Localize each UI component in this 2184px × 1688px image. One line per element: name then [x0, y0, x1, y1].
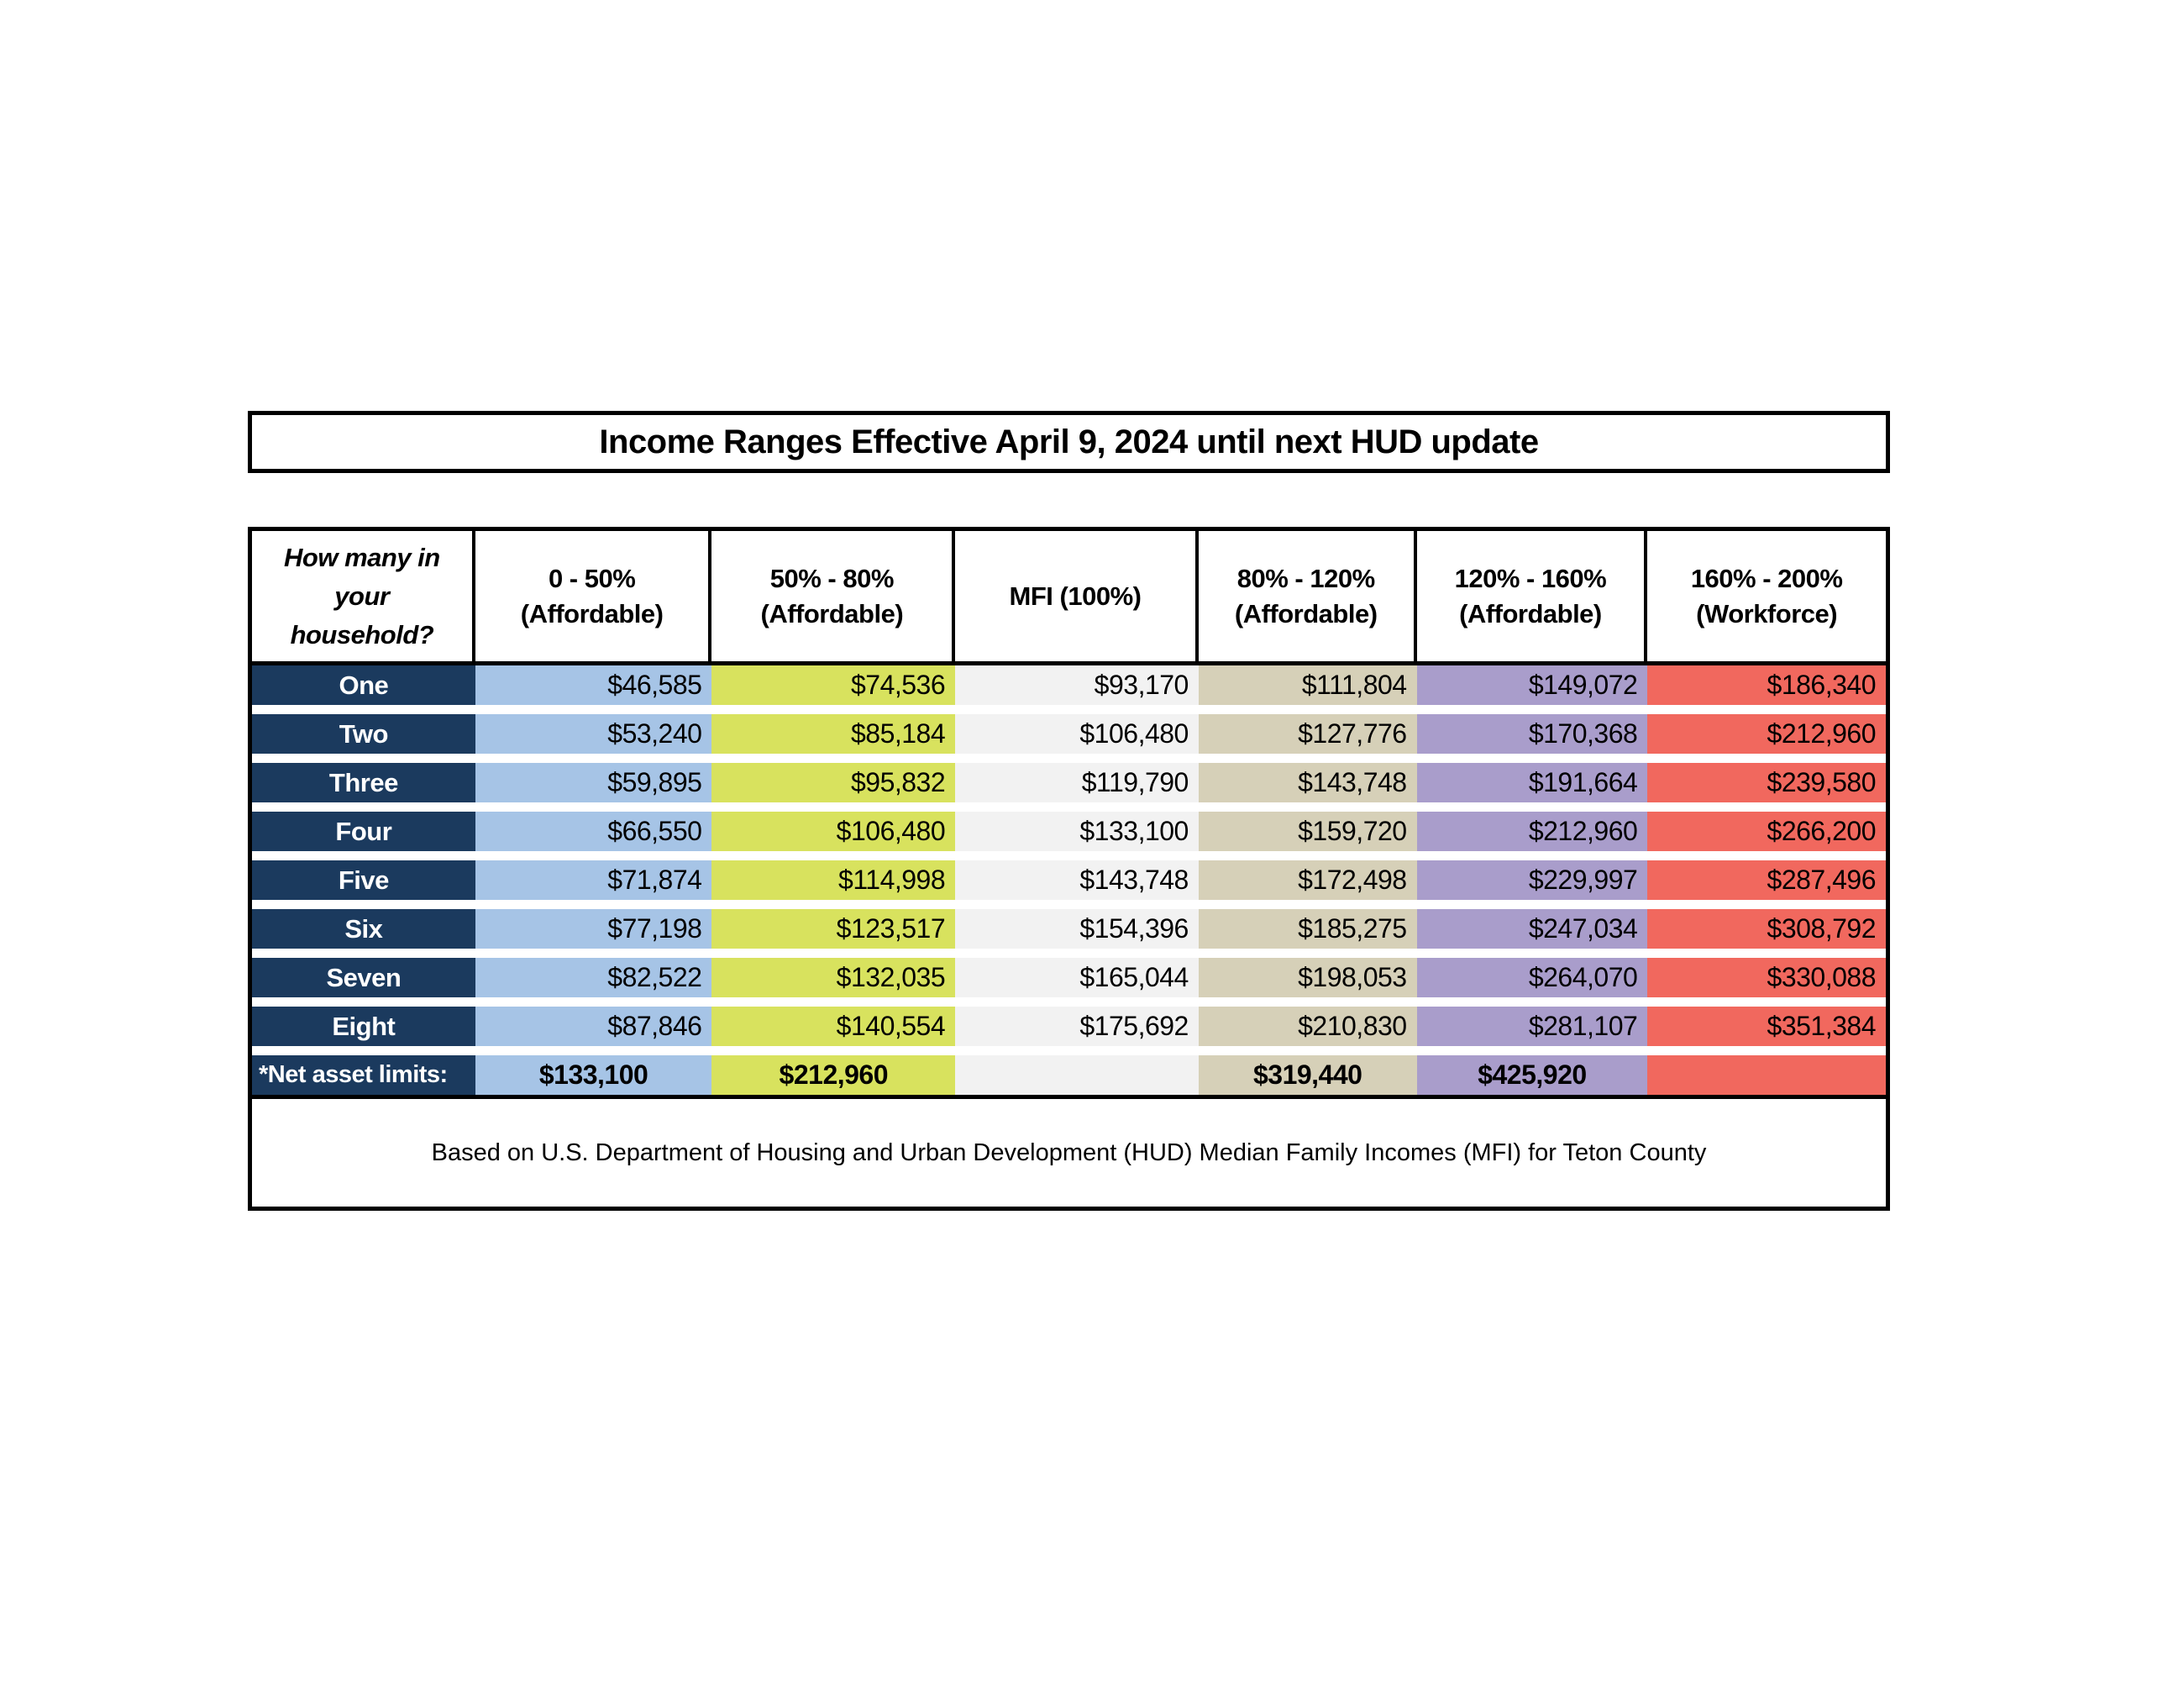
income-value: $123,517 [711, 909, 956, 949]
income-ranges-table: How many in your household? 0 - 50% (Aff… [248, 527, 1890, 1211]
column-header-line2: (Affordable) [1459, 598, 1602, 628]
footnote-text: Based on U.S. Department of Housing and … [431, 1138, 1707, 1166]
income-value: $71,874 [475, 860, 712, 900]
income-value: $46,585 [475, 665, 712, 705]
column-header-line1: MFI (100%) [1009, 581, 1142, 611]
income-value: $159,720 [1198, 812, 1417, 851]
income-value: $212,960 [1416, 812, 1648, 851]
income-value: $212,960 [1647, 714, 1886, 754]
income-value: $143,748 [955, 860, 1199, 900]
income-value: $111,804 [1198, 665, 1417, 705]
income-value: $132,035 [711, 958, 956, 997]
income-value: $330,088 [1647, 958, 1886, 997]
net-asset-limits-row: *Net asset limits: $133,100 $212,960 $31… [252, 1055, 1886, 1095]
household-label: Four [252, 812, 475, 851]
column-header-line2: (Affordable) [520, 598, 664, 628]
column-header-line1: 160% - 200% [1690, 563, 1843, 593]
income-value: $74,536 [711, 665, 956, 705]
page-title: Income Ranges Effective April 9, 2024 un… [599, 423, 1539, 460]
income-value: $210,830 [1198, 1007, 1417, 1046]
income-value: $351,384 [1647, 1007, 1886, 1046]
income-value: $77,198 [475, 909, 712, 949]
income-value: $85,184 [711, 714, 956, 754]
table-row-two: Two $53,240 $85,184 $106,480 $127,776 $1… [252, 714, 1886, 754]
net-asset-label: *Net asset limits: [252, 1055, 475, 1095]
column-header-line2: (Affordable) [1234, 598, 1378, 628]
income-value: $281,107 [1416, 1007, 1648, 1046]
household-label: Two [252, 714, 475, 754]
income-value: $95,832 [711, 763, 956, 802]
income-value: $172,498 [1198, 860, 1417, 900]
column-header-line1: 50% - 80% [769, 563, 895, 593]
household-label: One [252, 665, 475, 705]
income-value: $198,053 [1198, 958, 1417, 997]
table-row-six: Six $77,198 $123,517 $154,396 $185,275 $… [252, 909, 1886, 949]
table-row-eight: Eight $87,846 $140,554 $175,692 $210,830… [252, 1007, 1886, 1046]
income-value: $308,792 [1647, 909, 1886, 949]
column-header-line2: (Affordable) [760, 598, 904, 628]
income-value: $165,044 [955, 958, 1199, 997]
income-value: $175,692 [955, 1007, 1199, 1046]
income-value: $119,790 [955, 763, 1199, 802]
income-value: $287,496 [1647, 860, 1886, 900]
income-value: $53,240 [475, 714, 712, 754]
income-value: $229,997 [1416, 860, 1648, 900]
column-header-80-120: 80% - 120% (Affordable) [1198, 531, 1417, 661]
income-value: $266,200 [1647, 812, 1886, 851]
income-value: $191,664 [1416, 763, 1648, 802]
income-value: $127,776 [1198, 714, 1417, 754]
income-value: $247,034 [1416, 909, 1648, 949]
column-header-line1: 0 - 50% [548, 563, 636, 593]
net-asset-value: $212,960 [711, 1055, 956, 1095]
income-value: $264,070 [1416, 958, 1648, 997]
table-header-row: How many in your household? 0 - 50% (Aff… [252, 531, 1886, 665]
household-label: Three [252, 763, 475, 802]
household-label: Five [252, 860, 475, 900]
income-value: $59,895 [475, 763, 712, 802]
income-value: $185,275 [1198, 909, 1417, 949]
household-label: Six [252, 909, 475, 949]
table-row-five: Five $71,874 $114,998 $143,748 $172,498 … [252, 860, 1886, 900]
table-row-four: Four $66,550 $106,480 $133,100 $159,720 … [252, 812, 1886, 851]
income-value: $186,340 [1647, 665, 1886, 705]
column-header-mfi: MFI (100%) [955, 531, 1199, 661]
income-value: $143,748 [1198, 763, 1417, 802]
table-row-seven: Seven $82,522 $132,035 $165,044 $198,053… [252, 958, 1886, 997]
column-header-line2: (Workforce) [1696, 598, 1838, 628]
column-header-160-200: 160% - 200% (Workforce) [1647, 531, 1886, 661]
column-header-line1: 80% - 120% [1236, 563, 1375, 593]
household-label: Seven [252, 958, 475, 997]
net-asset-value: $133,100 [475, 1055, 712, 1095]
column-header-household: How many in your household? [252, 531, 475, 661]
income-value: $154,396 [955, 909, 1199, 949]
income-value: $114,998 [711, 860, 956, 900]
income-value: $106,480 [955, 714, 1199, 754]
column-header-120-160: 120% - 160% (Affordable) [1416, 531, 1648, 661]
footnote-area: Based on U.S. Department of Housing and … [252, 1095, 1886, 1207]
household-label: Eight [252, 1007, 475, 1046]
net-asset-value [955, 1055, 1199, 1095]
net-asset-value [1647, 1055, 1886, 1095]
column-header-50-80: 50% - 80% (Affordable) [711, 531, 956, 661]
income-value: $106,480 [711, 812, 956, 851]
income-value: $149,072 [1416, 665, 1648, 705]
table-row-three: Three $59,895 $95,832 $119,790 $143,748 … [252, 763, 1886, 802]
income-value: $239,580 [1647, 763, 1886, 802]
income-value: $66,550 [475, 812, 712, 851]
income-value: $140,554 [711, 1007, 956, 1046]
table-row-one: One $46,585 $74,536 $93,170 $111,804 $14… [252, 665, 1886, 705]
net-asset-value: $425,920 [1416, 1055, 1648, 1095]
income-value: $133,100 [955, 812, 1199, 851]
net-asset-value: $319,440 [1198, 1055, 1417, 1095]
income-value: $82,522 [475, 958, 712, 997]
income-value: $93,170 [955, 665, 1199, 705]
title-bar: Income Ranges Effective April 9, 2024 un… [248, 411, 1890, 473]
income-value: $87,846 [475, 1007, 712, 1046]
column-header-0-50: 0 - 50% (Affordable) [475, 531, 712, 661]
income-value: $170,368 [1416, 714, 1648, 754]
column-header-line1: 120% - 160% [1454, 563, 1607, 593]
